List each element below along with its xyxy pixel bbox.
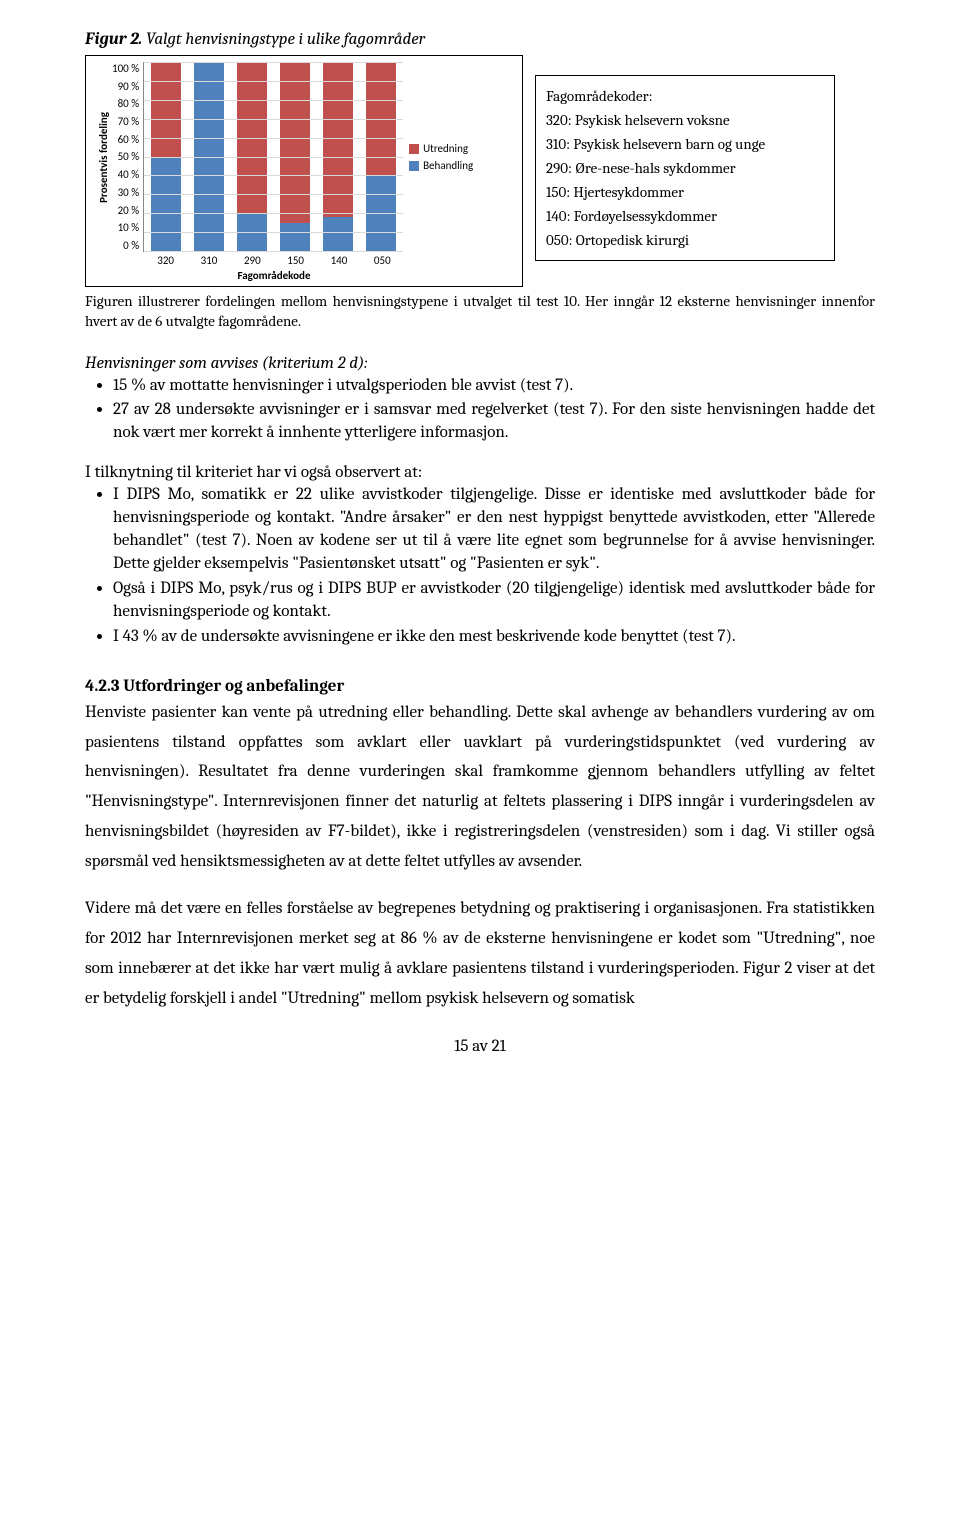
chart-gridline bbox=[144, 175, 403, 176]
chart-xlabel: Fagområdekode bbox=[144, 267, 404, 282]
chart-ytick: 70 % bbox=[118, 115, 140, 128]
chart-legend-label: Utredning bbox=[423, 142, 468, 155]
chart-ytick: 10 % bbox=[118, 221, 140, 234]
chart-xtick: 320 bbox=[151, 254, 181, 267]
page-number: 15 av 21 bbox=[85, 1037, 875, 1056]
chart-gridline bbox=[144, 100, 403, 101]
bullet-item: I 43 % av de undersøkte avvisningene er … bbox=[113, 626, 875, 649]
chart-bar-segment-utredning bbox=[280, 62, 310, 223]
chart-ytick: 100 % bbox=[112, 62, 139, 75]
chart-legend-swatch bbox=[409, 161, 419, 171]
chart-yaxis: 100 % 90 % 80 % 70 % 60 % 50 % 40 % 30 % 20 % 10 … bbox=[112, 62, 143, 252]
chart-ytick: 40 % bbox=[118, 168, 140, 181]
chart-ylabel: Prosentvis fordeling bbox=[97, 112, 110, 203]
subheading: 4.2.3 Utfordringer og anbefalinger bbox=[85, 677, 875, 696]
section2-intro: I tilknytning til kriteriet har vi også … bbox=[85, 463, 875, 482]
chart-plot-area bbox=[143, 62, 403, 252]
codes-item: 290: Øre-nese-hals sykdommer bbox=[546, 156, 824, 180]
chart-ytick: 60 % bbox=[118, 133, 140, 146]
figure-title-text: Valgt henvisningstype i ulike fagområder bbox=[146, 30, 425, 49]
chart-gridline bbox=[144, 251, 403, 252]
chart-bar-segment-behandling bbox=[151, 157, 181, 252]
chart-xaxis: 320 310 290 150 140 050 bbox=[144, 252, 404, 267]
paragraph-1: Henviste pasienter kan vente på utrednin… bbox=[85, 698, 875, 877]
bullet-item: 27 av 28 undersøkte avvisninger er i sam… bbox=[113, 399, 875, 445]
codes-box: Fagområdekoder: 320: Psykisk helsevern v… bbox=[535, 75, 835, 261]
chart-bar-segment-utredning bbox=[151, 62, 181, 157]
codes-item: 150: Hjertesykdommer bbox=[546, 180, 824, 204]
figure-title: Figur 2. Valgt henvisningstype i ulike f… bbox=[85, 30, 875, 49]
chart-gridline bbox=[144, 119, 403, 120]
chart-xtick: 140 bbox=[324, 254, 354, 267]
chart-legend-item: Behandling bbox=[409, 159, 473, 172]
chart-gridline bbox=[144, 138, 403, 139]
figure-caption: Figuren illustrerer fordelingen mellom h… bbox=[85, 291, 875, 332]
chart-gridline bbox=[144, 157, 403, 158]
chart-legend: Utredning Behandling bbox=[403, 62, 473, 252]
chart-ytick: 0 % bbox=[123, 239, 139, 252]
section2-bullets: I DIPS Mo, somatikk er 22 ulike avvistko… bbox=[85, 484, 875, 649]
chart-ytick: 50 % bbox=[118, 150, 140, 163]
bullet-item: 15 % av mottatte henvisninger i utvalgsp… bbox=[113, 375, 875, 398]
figure-label: Figur 2. bbox=[85, 30, 142, 49]
paragraph-2: Videre må det være en felles forståelse … bbox=[85, 894, 875, 1013]
section1-bullets: 15 % av mottatte henvisninger i utvalgsp… bbox=[85, 375, 875, 446]
codes-item: 140: Fordøyelsessykdommer bbox=[546, 204, 824, 228]
section1-intro: Henvisninger som avvises (kriterium 2 d)… bbox=[85, 354, 875, 373]
chart-xtick: 050 bbox=[367, 254, 397, 267]
chart-xtick: 150 bbox=[281, 254, 311, 267]
chart-gridline bbox=[144, 194, 403, 195]
codes-item: 320: Psykisk helsevern voksne bbox=[546, 108, 824, 132]
codes-item: 310: Psykisk helsevern barn og unge bbox=[546, 132, 824, 156]
chart-gridline bbox=[144, 62, 403, 63]
chart-ytick: 90 % bbox=[118, 80, 140, 93]
chart-legend-swatch bbox=[409, 144, 419, 154]
chart-legend-item: Utredning bbox=[409, 142, 473, 155]
chart-legend-label: Behandling bbox=[423, 159, 473, 172]
chart-xtick: 310 bbox=[194, 254, 224, 267]
codes-heading: Fagområdekoder: bbox=[546, 84, 824, 108]
figure-row: Prosentvis fordeling 100 % 90 % 80 % 70 % 60… bbox=[85, 55, 875, 287]
chart-container: Prosentvis fordeling 100 % 90 % 80 % 70 % 60… bbox=[85, 55, 523, 287]
bullet-item: Også i DIPS Mo, psyk/rus og i DIPS BUP e… bbox=[113, 578, 875, 624]
chart-ytick: 30 % bbox=[118, 186, 140, 199]
chart-ytick: 20 % bbox=[118, 204, 140, 217]
codes-item: 050: Ortopedisk kirurgi bbox=[546, 228, 824, 252]
chart-xtick: 290 bbox=[237, 254, 267, 267]
chart-gridline bbox=[144, 81, 403, 82]
chart-bar-segment-behandling bbox=[323, 217, 353, 251]
bullet-item: I DIPS Mo, somatikk er 22 ulike avvistko… bbox=[113, 484, 875, 576]
chart-ytick: 80 % bbox=[118, 97, 140, 110]
chart-bar-segment-behandling bbox=[280, 223, 310, 251]
chart-gridline bbox=[144, 232, 403, 233]
chart-gridline bbox=[144, 213, 403, 214]
